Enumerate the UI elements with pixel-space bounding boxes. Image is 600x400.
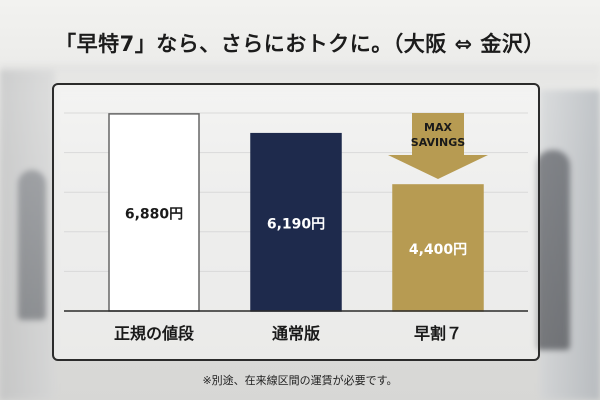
headline: 「早特7」なら、さらにおトクに。（大阪 ⇔ 金沢） xyxy=(55,32,545,56)
chart-panel: 6,880円 6,190円 4,400円正規の値段 通常版 早割７ MAX SAVINGS xyxy=(52,83,540,361)
background-ceiling xyxy=(0,64,600,94)
bar-value-label: 6,190円 xyxy=(267,216,325,232)
bar-value-label: 4,400円 xyxy=(409,242,467,258)
background-person-left xyxy=(18,170,46,320)
bar-1 xyxy=(108,113,200,312)
background-person-right xyxy=(536,150,570,350)
bar-2 xyxy=(250,132,342,312)
footnote: ※別途、在来線区間の運賃が必要です。 xyxy=(202,374,398,387)
max-savings-arrow xyxy=(388,113,488,179)
max-savings-label: SAVINGS xyxy=(411,136,466,149)
category-label: 正規の値段 xyxy=(114,324,195,343)
bar-3 xyxy=(392,184,484,312)
category-label: 早割７ xyxy=(414,324,462,343)
category-label: 通常版 xyxy=(272,324,320,343)
max-savings-label: MAX xyxy=(424,121,452,134)
bar-value-label: 6,880円 xyxy=(125,206,183,222)
